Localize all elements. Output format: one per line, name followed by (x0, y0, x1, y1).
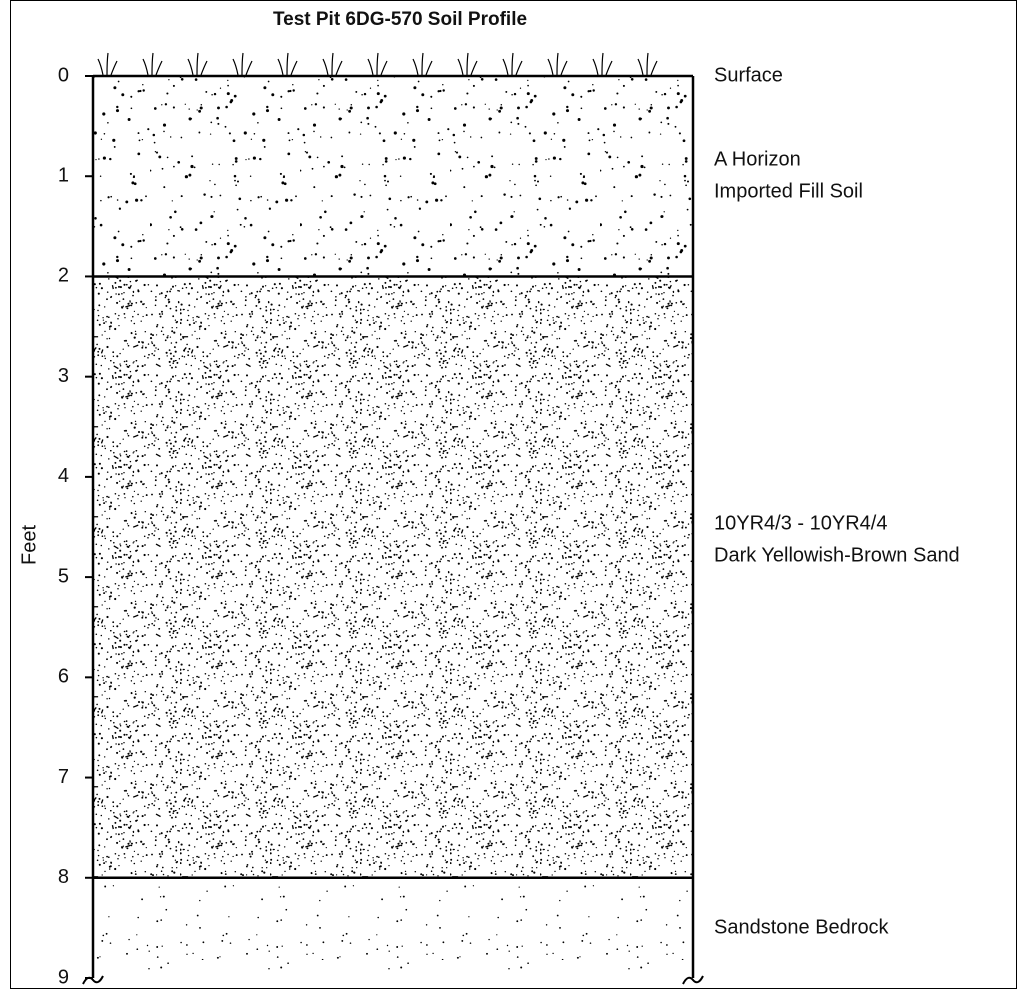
tick-label: 2 (58, 265, 69, 287)
layer-label: A Horizon (714, 148, 801, 170)
tick-label: 3 (58, 365, 69, 387)
grass (97, 52, 658, 76)
tick-label: 1 (58, 165, 69, 187)
title: Test Pit 6DG-570 Soil Profile (273, 9, 527, 30)
tick-label: 7 (58, 766, 69, 788)
layer-label: 10YR4/3 - 10YR4/4 (714, 512, 887, 534)
soil-layer (93, 877, 693, 978)
layer-label: Sandstone Bedrock (714, 916, 890, 938)
surface-label: Surface (714, 64, 783, 86)
soil-layer (93, 76, 693, 277)
tick-label: 5 (58, 565, 69, 587)
tick-label: 4 (58, 465, 69, 487)
tick-label: 6 (58, 666, 69, 688)
layer-label: Imported Fill Soil (714, 180, 863, 202)
tick-label: 8 (58, 866, 69, 888)
tick-label: 0 (58, 64, 69, 86)
layer-label: Dark Yellowish-Brown Sand (714, 544, 960, 566)
tick-label: 9 (58, 966, 69, 988)
break-mark (82, 975, 104, 985)
soil-layer (93, 276, 693, 878)
axis-label: Feet (18, 525, 40, 565)
break-mark (682, 975, 704, 985)
